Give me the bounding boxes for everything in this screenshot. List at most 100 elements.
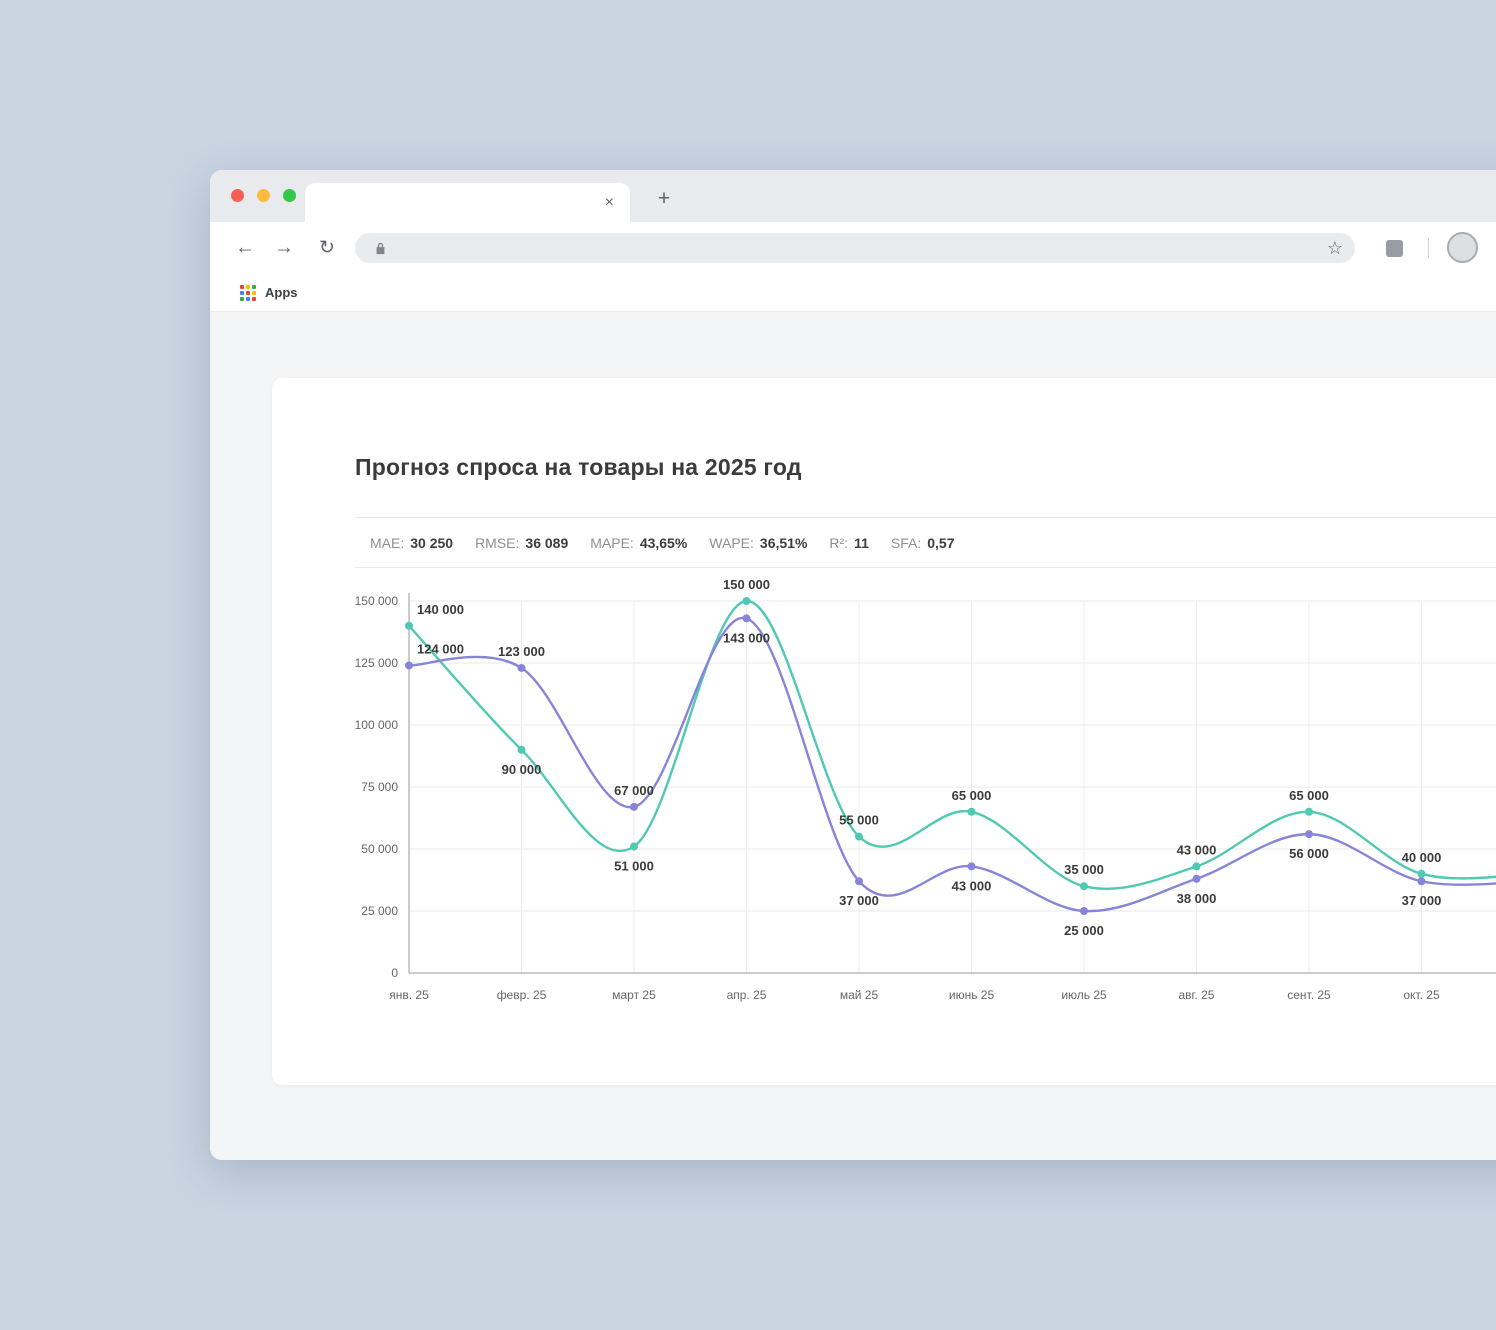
x-tick-label: май 25 [840,988,879,1002]
metrics-bar: MAE: 30 250 RMSE: 36 089 MAPE: 43,65% WA… [355,517,1496,568]
data-point-purple [855,877,863,886]
y-tick-label: 75 000 [361,780,398,794]
metric-wape: WAPE: 36,51% [709,535,807,551]
y-tick-label: 50 000 [361,842,398,856]
value-label: 65 000 [952,788,992,803]
data-point-green [742,597,751,605]
extension-icon[interactable] [1386,240,1403,257]
metric-label: MAPE: [590,534,634,551]
browser-tab[interactable]: × [305,183,630,222]
value-label: 43 000 [952,878,992,893]
x-tick-label: июнь 25 [949,988,995,1002]
value-label: 43 000 [1177,842,1217,857]
x-tick-label: авг. 25 [1179,988,1215,1002]
metric-value: 36,51% [759,534,808,551]
address-bar[interactable]: ☆ [355,233,1355,263]
data-point-green [517,745,526,754]
value-label: 25 000 [1064,923,1104,938]
tab-close-icon[interactable]: × [604,193,614,211]
y-tick-label: 25 000 [361,904,398,918]
x-tick-label: март 25 [612,988,656,1002]
metric-value: 43,65% [639,534,688,551]
bookmark-star-icon[interactable]: ☆ [1326,238,1343,258]
forward-button[interactable]: → [274,236,294,259]
value-label: 37 000 [839,893,879,908]
data-point-green [405,621,413,630]
value-label: 65 000 [1289,788,1329,803]
x-tick-label: февр. 25 [497,988,547,1002]
series-line-purple [407,617,1496,913]
x-tick-label: янв. 25 [389,988,429,1002]
metric-label: SFA: [890,534,922,551]
value-label: 35 000 [1064,862,1104,877]
metric-value: 11 [854,534,869,551]
reload-button[interactable]: ↻ [319,237,335,259]
bookmark-apps[interactable]: Apps [240,284,298,301]
window-controls [231,189,296,202]
zoom-window-button[interactable] [283,189,296,202]
value-label: 124 000 [417,641,464,656]
apps-label: Apps [265,285,298,300]
metric-mape: MAPE: 43,65% [590,535,687,551]
value-label: 140 000 [417,602,464,617]
y-tick-label: 150 000 [355,594,399,608]
y-tick-label: 0 [391,966,398,980]
series-line-green [407,599,1496,891]
value-label: 143 000 [723,630,770,645]
y-tick-label: 100 000 [355,718,399,732]
data-point-green [1080,882,1088,891]
x-tick-label: сент. 25 [1287,988,1331,1002]
x-tick-label: июль 25 [1061,988,1107,1002]
apps-grid-icon [240,284,256,301]
tab-strip: × + [210,170,1496,222]
y-tick-label: 125 000 [355,656,399,670]
data-point-green [967,807,976,816]
lock-icon [376,242,385,255]
metric-value: 0,57 [927,534,955,551]
back-button[interactable]: ← [235,236,255,259]
demand-forecast-chart: 0 25 000 50 000 75 000 100 000 125 000 150 000… [352,578,1496,1028]
metric-mae: MAE: 30 250 [370,535,453,551]
metric-label: WAPE: [709,534,754,551]
new-tab-button[interactable]: + [657,187,671,210]
browser-window: × + ← → ↻ ☆ Apps Прогноз спроса на тов [210,170,1496,1160]
close-window-button[interactable] [231,189,244,202]
metric-label: RMSE: [475,534,520,551]
data-point-green [1417,869,1426,878]
value-label: 55 000 [839,813,879,828]
data-point-purple [630,802,638,811]
address-input[interactable] [394,240,1327,256]
page-title: Прогноз спроса на товары на 2025 год [355,454,802,480]
value-label: 38 000 [1177,891,1217,906]
value-label: 90 000 [502,762,542,777]
metric-label: R²: [829,534,849,551]
data-point-purple [1192,874,1201,883]
metric-value: 30 250 [410,534,454,551]
profile-avatar[interactable] [1447,232,1478,263]
minimize-window-button[interactable] [257,189,270,202]
data-point-green [630,842,638,851]
metric-r2: R²: 11 [829,535,868,551]
metric-sfa: SFA: 0,57 [891,535,955,551]
data-point-green [1305,807,1313,816]
page-content: Прогноз спроса на товары на 2025 год MAE… [210,312,1496,1160]
metric-label: MAE: [370,534,405,551]
value-label: 37 000 [1402,893,1442,908]
data-point-green [855,832,863,841]
data-point-green [1192,862,1201,871]
x-tick-label: апр. 25 [727,988,767,1002]
data-point-purple [742,614,751,623]
data-point-purple [1080,907,1088,915]
data-point-purple [967,862,976,871]
value-label: 40 000 [1402,850,1442,865]
x-tick-label: окт. 25 [1403,988,1440,1002]
metric-value: 36 089 [525,534,569,551]
value-label: 150 000 [723,578,770,592]
value-label: 56 000 [1289,846,1329,861]
value-label: 51 000 [614,859,654,874]
data-point-purple [1417,877,1426,886]
chart-card: Прогноз спроса на товары на 2025 год MAE… [272,378,1496,1085]
data-point-purple [405,661,413,670]
chart-canvas: 0 25 000 50 000 75 000 100 000 125 000 150 000… [355,578,1496,1002]
value-label: 123 000 [498,644,545,659]
